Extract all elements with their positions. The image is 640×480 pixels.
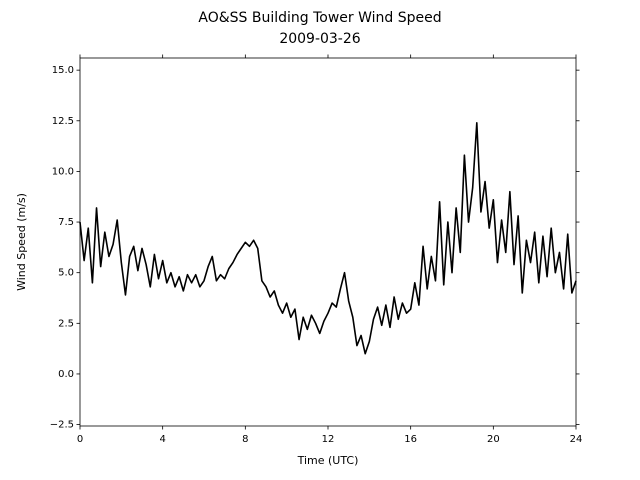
y-tick-label: 10.0: [52, 166, 74, 177]
x-axis-label: Time (UTC): [297, 454, 359, 467]
x-tick-label: 16: [404, 434, 417, 445]
y-tick-label: 7.5: [58, 217, 74, 228]
x-tick-label: 4: [159, 434, 165, 445]
y-tick-label: 0.0: [58, 369, 74, 380]
x-tick-label: 0: [77, 434, 83, 445]
axes-frame: [79, 57, 577, 427]
y-tick-label: 12.5: [52, 116, 74, 127]
x-tick-label: 20: [487, 434, 500, 445]
y-tick-label: 15.0: [52, 65, 74, 76]
y-tick-label: 2.5: [58, 318, 74, 329]
data-line: [79, 122, 577, 355]
x-tick-label: 24: [570, 434, 583, 445]
chart-subtitle: 2009-03-26: [279, 31, 360, 47]
y-axis-label: Wind Speed (m/s): [15, 193, 28, 291]
x-tick-label: 8: [242, 434, 248, 445]
y-tick-label: −2.5: [50, 420, 74, 431]
chart-title: AO&SS Building Tower Wind Speed: [198, 10, 441, 26]
y-tick-label: 5.0: [58, 268, 74, 279]
x-tick-label: 12: [322, 434, 335, 445]
